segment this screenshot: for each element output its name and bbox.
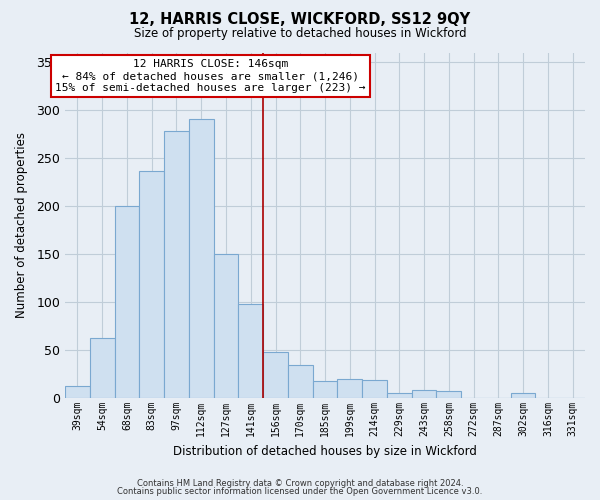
- Bar: [436, 392, 461, 398]
- Bar: [288, 364, 313, 398]
- Text: Contains public sector information licensed under the Open Government Licence v3: Contains public sector information licen…: [118, 487, 482, 496]
- Text: Contains HM Land Registry data © Crown copyright and database right 2024.: Contains HM Land Registry data © Crown c…: [137, 478, 463, 488]
- Bar: [337, 379, 362, 398]
- Bar: [164, 131, 189, 398]
- Bar: [511, 394, 535, 398]
- X-axis label: Distribution of detached houses by size in Wickford: Distribution of detached houses by size …: [173, 444, 477, 458]
- Bar: [90, 338, 115, 398]
- Text: 12, HARRIS CLOSE, WICKFORD, SS12 9QY: 12, HARRIS CLOSE, WICKFORD, SS12 9QY: [130, 12, 470, 28]
- Bar: [214, 254, 238, 398]
- Bar: [387, 394, 412, 398]
- Text: Size of property relative to detached houses in Wickford: Size of property relative to detached ho…: [134, 28, 466, 40]
- Bar: [189, 118, 214, 398]
- Bar: [263, 352, 288, 398]
- Bar: [362, 380, 387, 398]
- Bar: [412, 390, 436, 398]
- Bar: [139, 170, 164, 398]
- Bar: [65, 386, 90, 398]
- Bar: [115, 206, 139, 398]
- Bar: [313, 381, 337, 398]
- Text: 12 HARRIS CLOSE: 146sqm
← 84% of detached houses are smaller (1,246)
15% of semi: 12 HARRIS CLOSE: 146sqm ← 84% of detache…: [55, 60, 366, 92]
- Y-axis label: Number of detached properties: Number of detached properties: [15, 132, 28, 318]
- Bar: [238, 304, 263, 398]
